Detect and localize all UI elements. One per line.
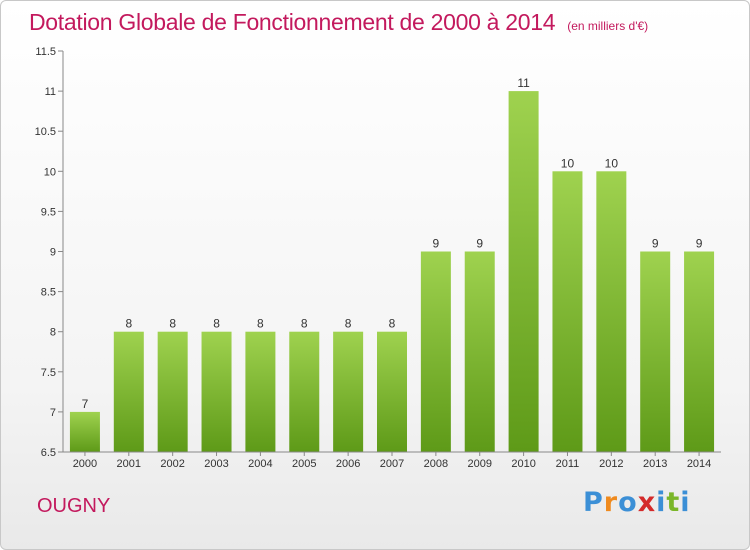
y-tick-label: 11 [45,86,56,98]
bar-value-label: 8 [257,317,264,331]
x-tick-label: 2002 [160,458,184,470]
logo-letter: o [618,487,638,518]
commune-name: OUGNY [37,495,111,517]
bar-2010 [508,91,539,452]
logo-letter: i [680,487,691,518]
bar-2004 [245,331,276,452]
bar-value-label: 10 [561,156,575,170]
x-tick-label: 2011 [556,458,580,470]
bar-2014 [684,251,715,452]
bar-value-label: 8 [169,317,176,331]
bar-2002 [157,331,188,452]
bar-2011 [552,171,583,453]
x-axis: 2000 2001 2002 2003 2004 2005 2006 2007 2008 2009… [63,451,721,470]
y-tick-label: 9.5 [41,206,56,218]
bar-value-label: 8 [213,317,220,331]
bar-value-label: 8 [125,317,132,331]
y-tick-label: 7.5 [41,367,56,379]
y-tick-label: 9 [50,247,56,259]
logo-letter: x [637,487,657,518]
bar-value-label: 9 [652,237,659,251]
x-tick-label: 2006 [336,458,360,470]
bar-value-label: 8 [301,317,308,331]
x-tick-label: 2004 [248,458,272,470]
x-tick-label: 2014 [687,458,711,470]
bar-value-label: 9 [696,237,703,251]
y-axis: 6.5 7 7.5 8 8.5 9 9.5 10 10.5 11 11.5 [35,46,64,459]
y-tick-label: 10 [44,166,56,178]
bar-2013 [640,251,671,452]
proxiti-logo: Proxiti [583,487,691,518]
x-tick-label: 2003 [204,458,228,470]
logo-letter: i [656,487,667,518]
x-tick-label: 2005 [292,458,316,470]
x-tick-label: 2008 [424,458,448,470]
chart-title-text: Dotation Globale de Fonctionnement de 20… [29,9,556,35]
y-tick-label: 8.5 [41,287,56,299]
bar-2006 [333,331,364,452]
bar-value-label: 9 [433,237,440,251]
bar-value-label: 9 [476,237,483,251]
chart-unit: (en milliers d'€) [567,19,649,33]
bar-value-label: 8 [345,317,352,331]
bar-2012 [596,171,627,453]
x-tick-label: 2010 [511,458,535,470]
bar-2005 [289,331,320,452]
y-tick-label: 7 [50,407,56,419]
bar-2009 [464,251,495,452]
bar-2000 [69,411,100,452]
y-tick-label: 11.5 [35,46,56,58]
y-tick-label: 10.5 [35,126,56,138]
y-tick-label: 8 [50,327,56,339]
x-tick-label: 2000 [73,458,97,470]
logo-letter: t [666,487,681,518]
bar-value-label: 7 [82,397,89,411]
x-tick-label: 2012 [599,458,623,470]
bar-value-label: 10 [605,156,619,170]
bar-value-label: 8 [389,317,396,331]
x-tick-label: 2001 [117,458,141,470]
bar-2008 [420,251,451,452]
bar-value-label: 11 [517,76,530,90]
logo-letter: r [603,487,619,518]
chart-title: Dotation Globale de Fonctionnement de 20… [29,9,648,36]
bar-2007 [377,331,407,452]
x-tick-label: 2007 [380,458,404,470]
x-tick-label: 2009 [467,458,491,470]
bar-2003 [201,331,232,452]
x-tick-label: 2013 [643,458,667,470]
logo-letter: P [583,487,604,518]
y-tick-label: 6.5 [41,447,56,459]
bar-2001 [113,331,144,452]
bars-group: 7 8 8 8 8 8 8 8 9 9 11 10 10 9 9 [69,76,715,453]
